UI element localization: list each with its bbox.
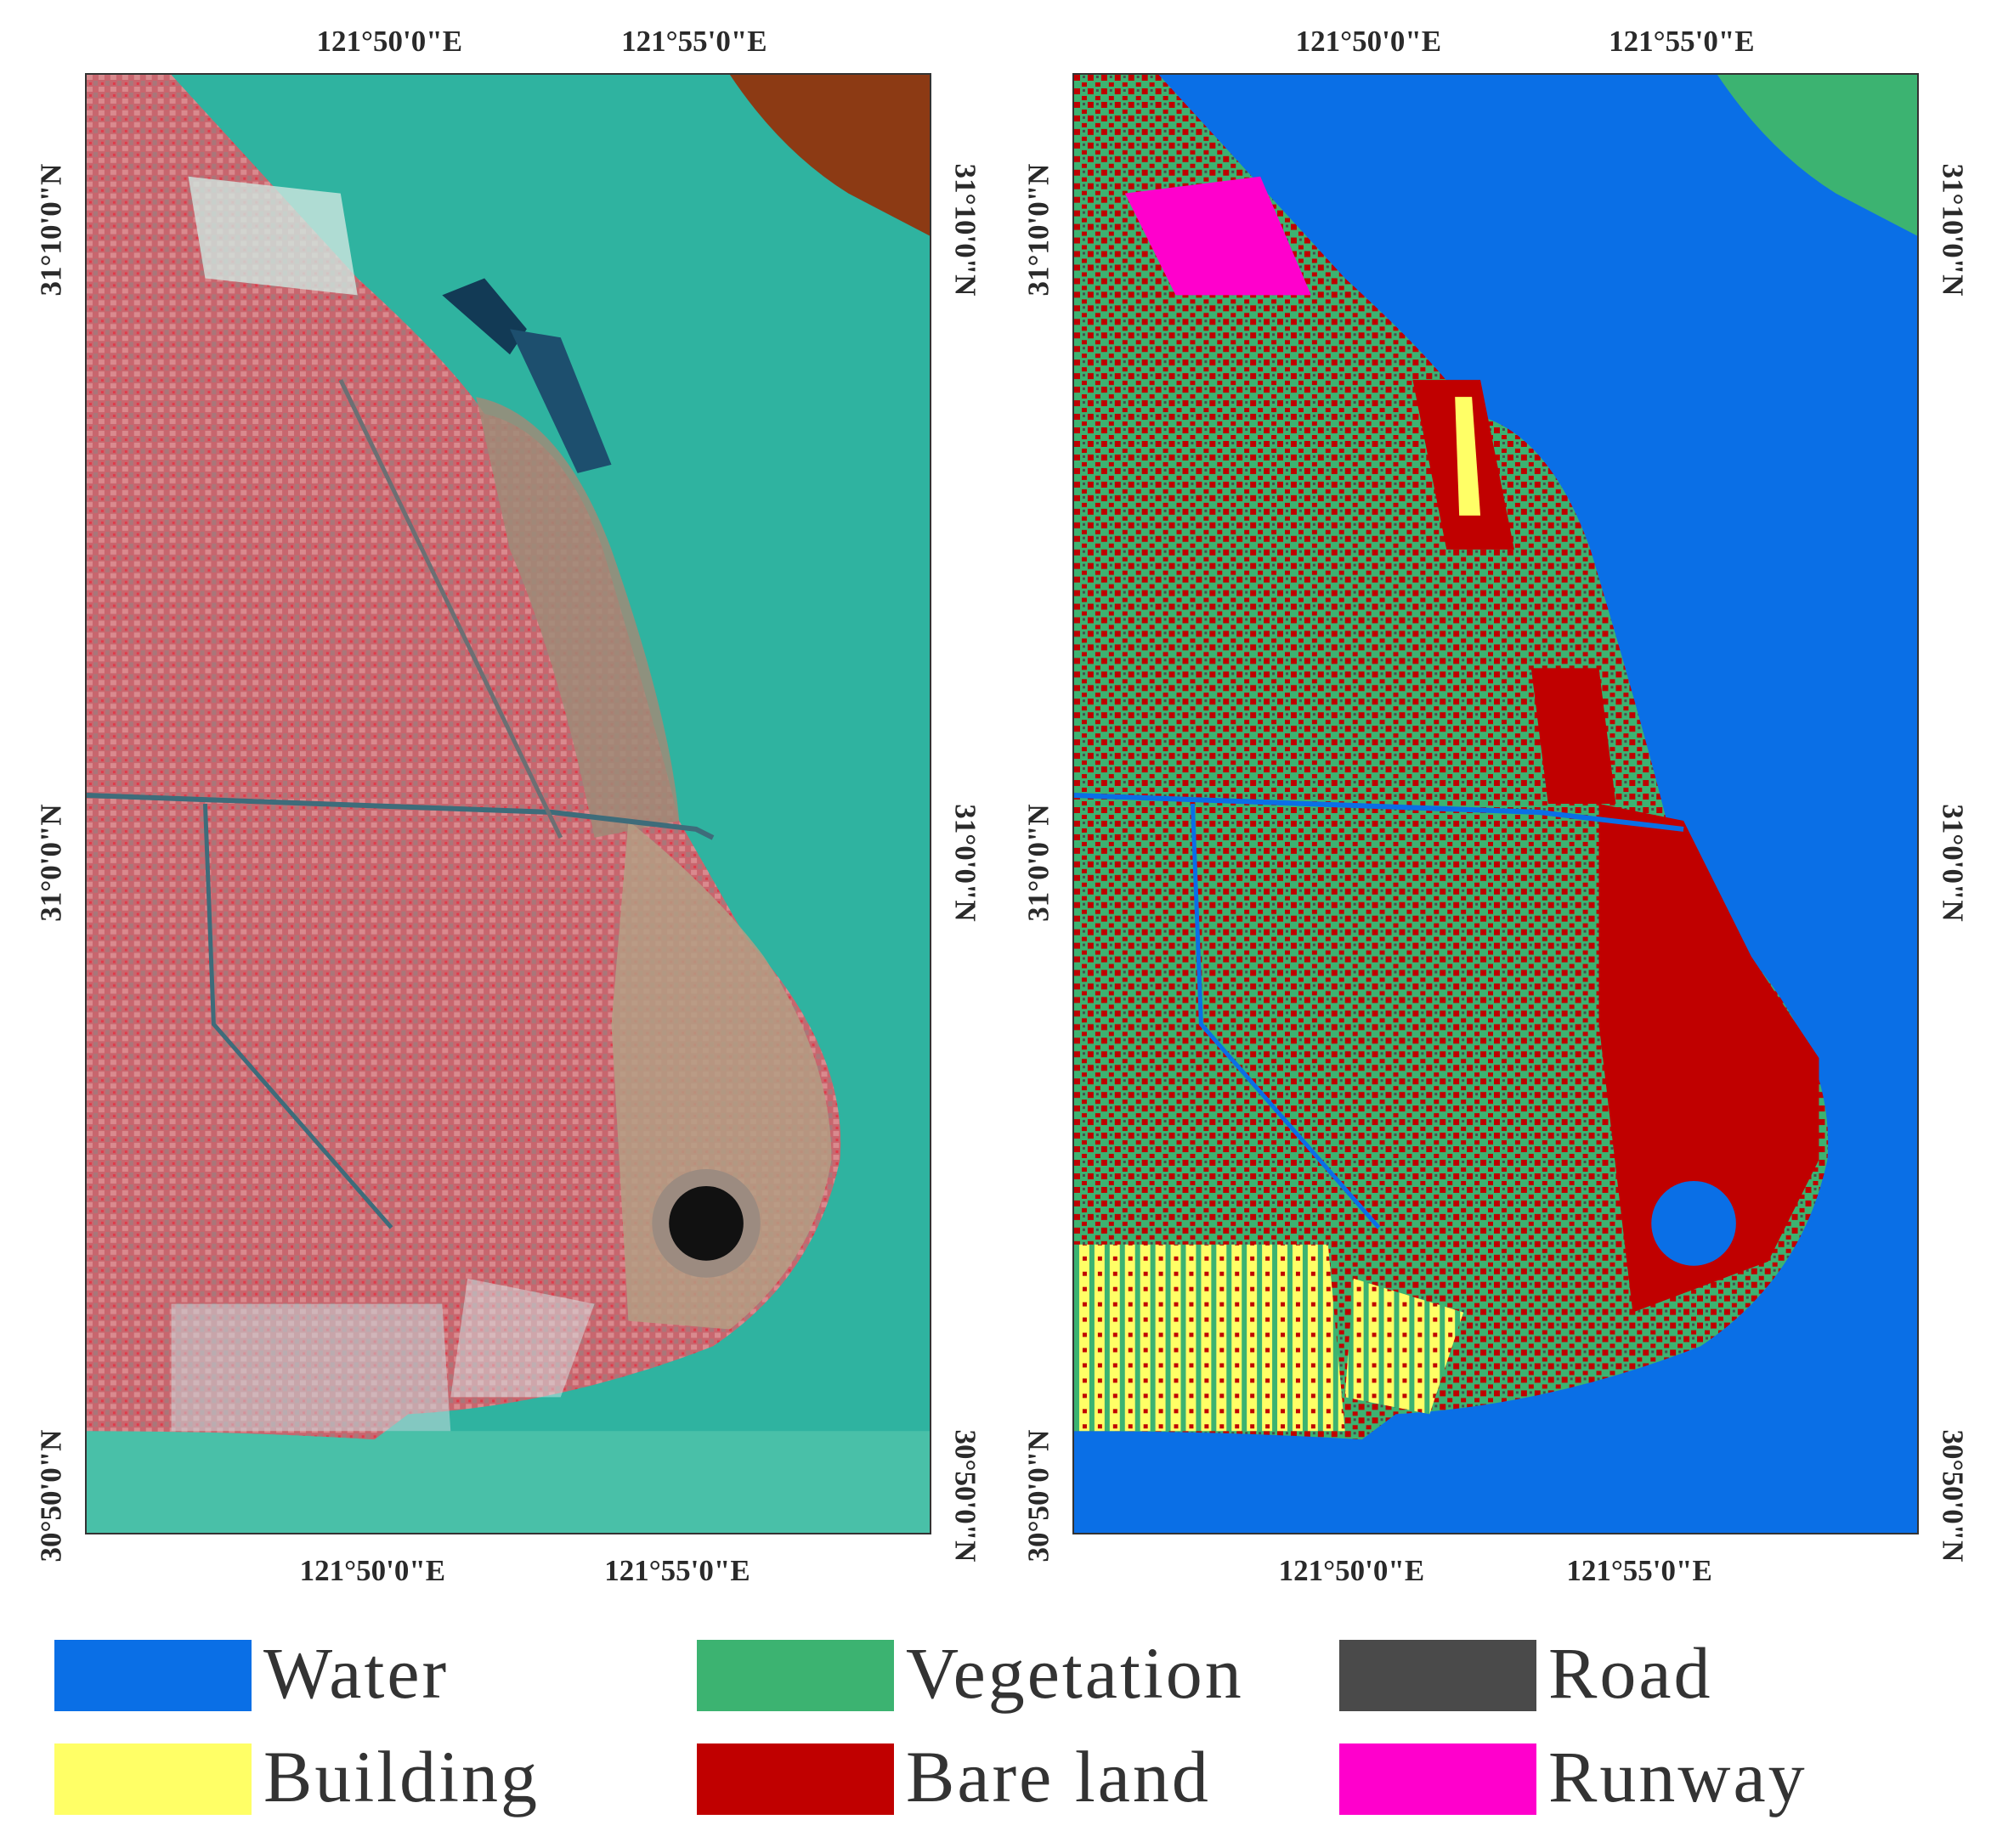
left-map-right-tick: 31°0'0"N xyxy=(948,803,982,922)
right-map-top-tick: 121°50'0"E xyxy=(1295,24,1442,58)
legend-swatch-road xyxy=(1339,1640,1536,1711)
right-map-left-tick: 31°10'0"N xyxy=(1021,163,1055,296)
legend-label-bare-land: Bare land xyxy=(906,1736,1211,1817)
legend-swatch-bare-land xyxy=(697,1743,894,1815)
legend-label-vegetation: Vegetation xyxy=(906,1632,1244,1714)
right-map-left-tick: 31°0'0"N xyxy=(1021,803,1055,922)
legend-label-road: Road xyxy=(1548,1632,1713,1714)
left-map-bottom-tick: 121°50'0"E xyxy=(299,1553,446,1587)
left-map-top-tick: 121°50'0"E xyxy=(316,24,463,58)
satellite-image xyxy=(87,75,930,1533)
right-map-top-tick: 121°55'0"E xyxy=(1609,24,1755,58)
left-map-left-tick: 30°50'0"N xyxy=(34,1429,68,1562)
left-map-left-tick: 31°0'0"N xyxy=(34,803,68,922)
right-map-bottom-tick: 121°50'0"E xyxy=(1278,1553,1425,1587)
legend-label-water: Water xyxy=(263,1632,450,1714)
legend-label-runway: Runway xyxy=(1548,1736,1807,1817)
right-map-right-tick: 31°0'0"N xyxy=(1936,803,1970,922)
right-map-right-tick: 30°50'0"N xyxy=(1936,1429,1970,1562)
legend-swatch-vegetation xyxy=(697,1640,894,1711)
left-map-right-tick: 31°10'0"N xyxy=(948,163,982,296)
classification-map xyxy=(1072,73,1919,1534)
satellite-image-map xyxy=(85,73,931,1534)
right-map-bottom-tick: 121°55'0"E xyxy=(1566,1553,1712,1587)
left-map-left-tick: 31°10'0"N xyxy=(34,163,68,296)
legend-swatch-building xyxy=(54,1743,252,1815)
left-map-right-tick: 30°50'0"N xyxy=(948,1429,982,1562)
land-cover-classification xyxy=(1074,75,1917,1533)
right-map-left-tick: 30°50'0"N xyxy=(1021,1429,1055,1562)
legend-swatch-runway xyxy=(1339,1743,1536,1815)
right-map-right-tick: 31°10'0"N xyxy=(1936,163,1970,296)
legend: Water Vegetation Road Building Bare land… xyxy=(54,1636,1949,1827)
left-map-bottom-tick: 121°55'0"E xyxy=(604,1553,750,1587)
left-map-top-tick: 121°55'0"E xyxy=(621,24,767,58)
legend-swatch-water xyxy=(54,1640,252,1711)
legend-label-building: Building xyxy=(263,1736,540,1817)
